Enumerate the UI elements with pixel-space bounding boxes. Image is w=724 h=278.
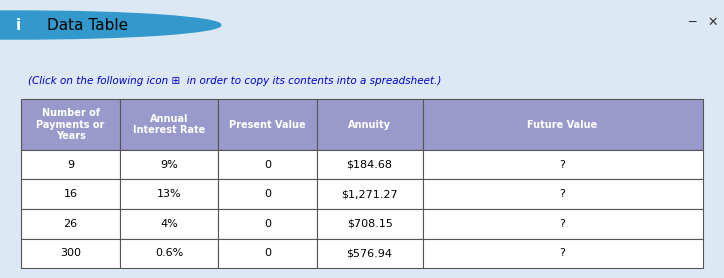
FancyBboxPatch shape	[316, 239, 423, 268]
Text: Present Value: Present Value	[229, 120, 306, 130]
Text: (Click on the following icon ⊞  in order to copy its contents into a spreadsheet: (Click on the following icon ⊞ in order …	[28, 76, 442, 86]
FancyBboxPatch shape	[423, 150, 702, 180]
Text: ?: ?	[560, 219, 565, 229]
FancyBboxPatch shape	[119, 99, 218, 150]
FancyBboxPatch shape	[423, 239, 702, 268]
Text: Data Table: Data Table	[47, 18, 128, 33]
Text: ─: ─	[688, 16, 695, 29]
Text: Future Value: Future Value	[527, 120, 598, 130]
Text: ✕: ✕	[708, 16, 718, 29]
FancyBboxPatch shape	[316, 209, 423, 239]
FancyBboxPatch shape	[423, 209, 702, 239]
Text: 0: 0	[264, 249, 271, 259]
FancyBboxPatch shape	[218, 99, 316, 150]
FancyBboxPatch shape	[218, 180, 316, 209]
Text: $1,271.27: $1,271.27	[341, 189, 398, 199]
FancyBboxPatch shape	[316, 180, 423, 209]
FancyBboxPatch shape	[316, 99, 423, 150]
FancyBboxPatch shape	[423, 180, 702, 209]
Text: 4%: 4%	[160, 219, 178, 229]
FancyBboxPatch shape	[119, 180, 218, 209]
Text: 0: 0	[264, 160, 271, 170]
FancyBboxPatch shape	[119, 239, 218, 268]
Text: ?: ?	[560, 249, 565, 259]
Text: 16: 16	[64, 189, 77, 199]
FancyBboxPatch shape	[423, 99, 702, 150]
Text: 26: 26	[64, 219, 77, 229]
FancyBboxPatch shape	[22, 150, 119, 180]
FancyBboxPatch shape	[22, 180, 119, 209]
Text: ?: ?	[560, 160, 565, 170]
Text: $184.68: $184.68	[347, 160, 392, 170]
Text: $576.94: $576.94	[347, 249, 392, 259]
Text: Annuity: Annuity	[348, 120, 391, 130]
Text: 0.6%: 0.6%	[155, 249, 183, 259]
Text: Number of
Payments or
Years: Number of Payments or Years	[36, 108, 105, 141]
Text: 0: 0	[264, 219, 271, 229]
FancyBboxPatch shape	[218, 150, 316, 180]
Text: 300: 300	[60, 249, 81, 259]
FancyBboxPatch shape	[218, 239, 316, 268]
FancyBboxPatch shape	[119, 150, 218, 180]
FancyBboxPatch shape	[22, 99, 119, 150]
Text: 13%: 13%	[156, 189, 181, 199]
Text: ?: ?	[560, 189, 565, 199]
Text: 0: 0	[264, 189, 271, 199]
FancyBboxPatch shape	[22, 209, 119, 239]
Text: Annual
Interest Rate: Annual Interest Rate	[133, 114, 205, 135]
FancyBboxPatch shape	[316, 150, 423, 180]
FancyBboxPatch shape	[22, 239, 119, 268]
FancyBboxPatch shape	[218, 209, 316, 239]
Text: $708.15: $708.15	[347, 219, 392, 229]
FancyBboxPatch shape	[119, 209, 218, 239]
Text: 9: 9	[67, 160, 74, 170]
Text: i: i	[15, 18, 21, 33]
Circle shape	[0, 11, 221, 39]
Text: 9%: 9%	[160, 160, 178, 170]
